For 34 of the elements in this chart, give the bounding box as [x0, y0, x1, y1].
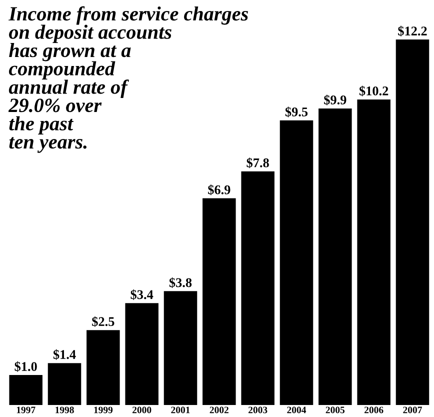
x-tick-label: 2004: [287, 406, 306, 414]
bar: [125, 303, 158, 405]
x-tick-label: 2005: [326, 406, 345, 414]
x-tick-label: 1997: [16, 406, 36, 414]
data-label: $7.8: [246, 158, 269, 168]
data-label: $3.4: [130, 289, 154, 300]
bar: [280, 120, 314, 405]
x-tick-label: 1999: [94, 406, 113, 414]
x-tick-label: 1998: [56, 406, 74, 414]
bar: [357, 99, 390, 405]
data-label: $3.8: [169, 277, 192, 288]
data-label: $12.2: [398, 26, 427, 36]
data-label: $9.9: [324, 94, 346, 106]
bar: [86, 330, 120, 405]
x-tick-label: 2003: [248, 406, 268, 414]
data-label: $1.0: [14, 361, 37, 372]
bar: [241, 171, 274, 405]
bar: [9, 375, 42, 405]
data-label: $10.2: [359, 86, 388, 96]
x-tick-label: 2001: [171, 406, 190, 414]
data-label: $9.5: [285, 106, 308, 118]
x-tick-label: 2000: [132, 406, 152, 414]
x-tick-label: 2007: [403, 406, 422, 414]
x-tick-label: 2002: [210, 406, 228, 414]
data-label: $1.4: [53, 349, 76, 360]
bar: [396, 40, 430, 405]
bar: [318, 108, 352, 405]
x-tick-label: 2006: [364, 406, 384, 414]
data-label: $6.9: [208, 184, 230, 196]
bar: [164, 291, 198, 405]
bar: [48, 363, 82, 405]
data-label: $2.5: [92, 316, 114, 327]
text: Income from service charges on deposit accounts has grown at a compounded annual rate of 29.0% over the past ten years.: [8, 6, 248, 153]
bar: [202, 198, 236, 405]
